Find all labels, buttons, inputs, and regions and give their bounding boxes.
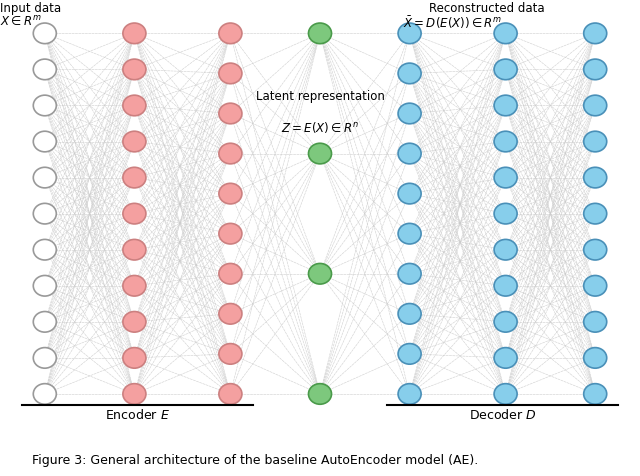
Ellipse shape <box>123 204 146 225</box>
Ellipse shape <box>494 348 517 368</box>
Ellipse shape <box>308 24 332 45</box>
Ellipse shape <box>398 64 421 85</box>
Ellipse shape <box>33 276 56 297</box>
Ellipse shape <box>33 384 56 405</box>
Ellipse shape <box>219 64 242 85</box>
Ellipse shape <box>584 348 607 368</box>
Ellipse shape <box>494 384 517 405</box>
Ellipse shape <box>584 276 607 297</box>
Ellipse shape <box>308 264 332 285</box>
Text: $X \in R^m$: $X \in R^m$ <box>0 15 42 29</box>
Ellipse shape <box>494 240 517 260</box>
Ellipse shape <box>219 184 242 205</box>
Ellipse shape <box>123 348 146 368</box>
Ellipse shape <box>33 96 56 117</box>
Ellipse shape <box>308 384 332 405</box>
Ellipse shape <box>123 132 146 152</box>
Ellipse shape <box>219 224 242 245</box>
Text: Reconstructed data: Reconstructed data <box>429 2 545 15</box>
Ellipse shape <box>584 168 607 188</box>
Ellipse shape <box>494 24 517 45</box>
Ellipse shape <box>494 204 517 225</box>
Text: Figure 3: General architecture of the baseline AutoEncoder model (AE).: Figure 3: General architecture of the ba… <box>32 454 478 466</box>
Ellipse shape <box>494 168 517 188</box>
Ellipse shape <box>584 132 607 152</box>
Ellipse shape <box>33 24 56 45</box>
Ellipse shape <box>33 348 56 368</box>
Ellipse shape <box>33 312 56 332</box>
Ellipse shape <box>398 184 421 205</box>
Ellipse shape <box>584 204 607 225</box>
Ellipse shape <box>494 312 517 332</box>
Ellipse shape <box>219 24 242 45</box>
Ellipse shape <box>398 264 421 285</box>
Ellipse shape <box>123 276 146 297</box>
Ellipse shape <box>33 168 56 188</box>
Ellipse shape <box>398 104 421 125</box>
Text: Input data: Input data <box>0 2 61 15</box>
Ellipse shape <box>398 384 421 405</box>
Ellipse shape <box>494 96 517 117</box>
Ellipse shape <box>494 276 517 297</box>
Text: $Z = E(X) \in R^n$: $Z = E(X) \in R^n$ <box>281 120 359 135</box>
Ellipse shape <box>33 204 56 225</box>
Ellipse shape <box>398 224 421 245</box>
Ellipse shape <box>123 312 146 332</box>
Text: $\bar{X} = D(E(X)) \in R^m$: $\bar{X} = D(E(X)) \in R^m$ <box>403 15 502 31</box>
Ellipse shape <box>584 60 607 80</box>
Ellipse shape <box>33 240 56 260</box>
Ellipse shape <box>33 132 56 152</box>
Ellipse shape <box>584 96 607 117</box>
Ellipse shape <box>398 344 421 365</box>
Ellipse shape <box>219 104 242 125</box>
Ellipse shape <box>308 144 332 165</box>
Ellipse shape <box>219 264 242 285</box>
Ellipse shape <box>494 60 517 80</box>
Text: Encoder $E$: Encoder $E$ <box>105 407 170 421</box>
Ellipse shape <box>398 144 421 165</box>
Ellipse shape <box>33 60 56 80</box>
Ellipse shape <box>398 24 421 45</box>
Ellipse shape <box>123 60 146 80</box>
Ellipse shape <box>123 96 146 117</box>
Ellipse shape <box>584 240 607 260</box>
Ellipse shape <box>584 384 607 405</box>
Ellipse shape <box>584 24 607 45</box>
Ellipse shape <box>398 304 421 325</box>
Ellipse shape <box>219 344 242 365</box>
Text: Latent representation: Latent representation <box>255 90 385 103</box>
Ellipse shape <box>123 168 146 188</box>
Ellipse shape <box>219 144 242 165</box>
Ellipse shape <box>123 384 146 405</box>
Ellipse shape <box>219 304 242 325</box>
Ellipse shape <box>494 132 517 152</box>
Ellipse shape <box>123 24 146 45</box>
Ellipse shape <box>219 384 242 405</box>
Text: Decoder $D$: Decoder $D$ <box>468 407 536 421</box>
Ellipse shape <box>123 240 146 260</box>
Ellipse shape <box>584 312 607 332</box>
